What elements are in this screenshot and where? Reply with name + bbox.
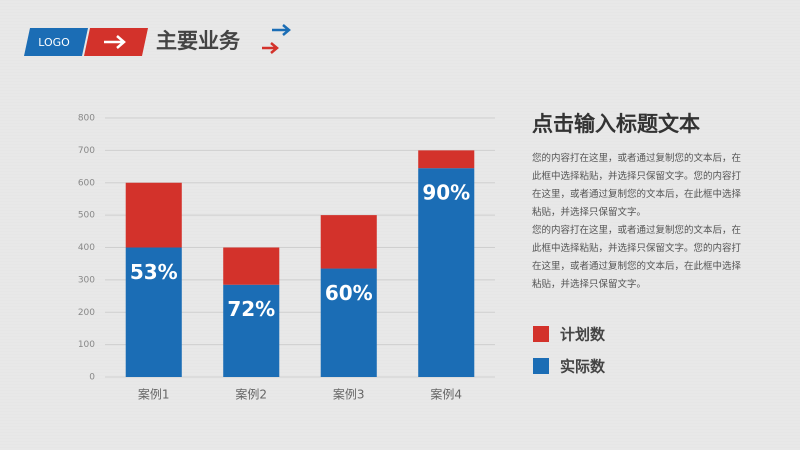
bar-segment <box>418 168 475 377</box>
panel-text: 您的内容打在这里，或者通过复制您的文本后，在此框中选择粘贴，并选择只保留文字。您… <box>532 150 750 294</box>
y-tick-label: 400 <box>78 243 95 253</box>
y-tick-label: 500 <box>78 211 95 221</box>
y-tick-label: 600 <box>78 178 95 188</box>
y-tick-label: 700 <box>78 146 95 156</box>
bar-annotation: 60% <box>325 281 373 305</box>
logo: LOGO <box>38 36 70 49</box>
bar-segment <box>223 247 280 285</box>
x-tick-label: 案例4 <box>430 387 462 402</box>
legend-swatch <box>533 358 549 374</box>
y-tick-label: 100 <box>78 340 95 350</box>
bar-segment <box>125 247 182 377</box>
legend-swatch <box>533 326 549 342</box>
panel-title: 点击输入标题文本 <box>532 112 700 136</box>
y-tick-label: 0 <box>89 373 95 383</box>
bar-segment <box>223 284 280 377</box>
paragraph: 您的内容打在这里，或者通过复制您的文本后，在此框中选择粘贴，并选择只保留文字。您… <box>532 153 742 218</box>
header-title: 主要业务 <box>156 29 241 53</box>
paragraph: 您的内容打在这里，或者通过复制您的文本后，在此框中选择粘贴，并选择只保留文字。您… <box>532 225 742 290</box>
deco-arrow <box>262 42 279 54</box>
bar-annotation: 90% <box>422 181 470 205</box>
bar-annotation: 53% <box>130 260 178 284</box>
y-tick-label: 200 <box>78 308 95 318</box>
y-tick-label: 300 <box>78 275 95 285</box>
y-tick-label: 800 <box>78 114 95 124</box>
bar-segment <box>125 182 182 248</box>
x-tick-label: 案例3 <box>333 387 365 402</box>
deco-arrow <box>272 24 291 36</box>
x-tick-label: 案例2 <box>235 387 267 402</box>
legend-label: 实际数 <box>560 358 606 376</box>
legend-label: 计划数 <box>560 326 606 344</box>
bar-segment <box>320 268 377 377</box>
x-tick-label: 案例1 <box>138 387 170 402</box>
logo-badge <box>24 28 88 56</box>
bar-segment <box>418 150 475 169</box>
arrow-icon <box>104 35 126 49</box>
bar-annotation: 72% <box>227 297 275 321</box>
bar-segment <box>320 215 377 269</box>
